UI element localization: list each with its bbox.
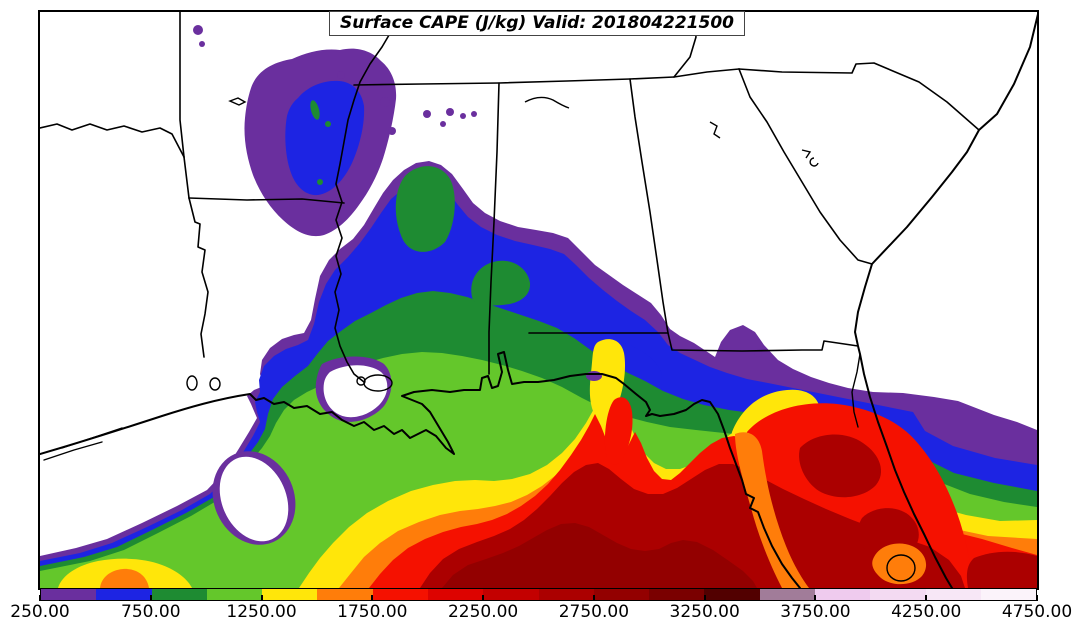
- cape-contour-field: [40, 12, 1037, 588]
- border-tennessee-south: [353, 76, 675, 86]
- state-borders: [40, 12, 980, 383]
- lake-southcarolina-2: [809, 157, 819, 167]
- border-red-river: [40, 123, 185, 158]
- colorbar-segment-4500: [980, 589, 1037, 600]
- contour-band-1500-florida-west-fringe: [735, 432, 809, 588]
- contour-band-500-arkansas-core: [285, 80, 365, 196]
- colorbar-segment-250: [41, 589, 97, 600]
- contour-band-2500-corner: [966, 551, 1037, 588]
- green-fleck: [325, 121, 331, 127]
- border-mississippi-alabama: [488, 82, 500, 375]
- colorbar-segment-3000: [649, 589, 705, 600]
- contour-band-1750-panamacity-streak: [604, 397, 633, 465]
- green-fleck: [317, 179, 323, 185]
- colorbar-tick-label: 250.00: [10, 602, 70, 622]
- lake-caddo: [228, 97, 247, 106]
- purple-speck: [460, 113, 466, 119]
- contour-band-250-destin-speck: [586, 371, 602, 381]
- purple-speck: [423, 110, 431, 118]
- white-hole-texas-offshore: [219, 456, 289, 542]
- lakes: [186, 96, 916, 582]
- map-axes-frame: [38, 10, 1039, 590]
- lake-southcarolina-1: [801, 149, 812, 159]
- purple-speck: [471, 111, 477, 117]
- colorbar-segment-4250: [925, 589, 981, 600]
- border-georgia-northcarolina: [673, 68, 740, 78]
- colorbar-tick-label: 750.00: [121, 602, 181, 622]
- border-mississippi-river: [334, 12, 401, 383]
- purple-speck: [446, 108, 454, 116]
- colorbar-tick-label: 1250.00: [226, 602, 297, 622]
- colorbar-segment-1000: [206, 589, 263, 600]
- coast-gulf: [40, 351, 801, 588]
- river-tennessee-alabama: [524, 96, 570, 109]
- page-title: Surface CAPE (J/kg) Valid: 201804221500: [328, 11, 746, 36]
- colorbar-segment-3500: [759, 589, 815, 600]
- colorbar-segment-750: [151, 589, 207, 600]
- lake-georgia: [709, 121, 721, 139]
- border-savannah-river: [738, 68, 873, 265]
- white-hole-louisiana: [323, 365, 388, 418]
- green-fleck: [310, 100, 320, 120]
- colorbar-tick-label: 3750.00: [780, 602, 851, 622]
- colorbar-segment-3750: [814, 589, 871, 600]
- colorbar-segment-2000: [427, 589, 484, 600]
- border-texas-arkansas: [183, 156, 190, 199]
- border-alabama-georgia: [629, 78, 669, 334]
- colorbar-segment-1750: [372, 589, 428, 600]
- border-texas-louisiana: [188, 197, 209, 358]
- coastlines: [40, 13, 1037, 588]
- purple-speck: [193, 25, 203, 35]
- coast-atlantic: [854, 13, 1037, 588]
- colorbar-labels: 250.00 750.00 1250.00 1750.00 2250.00 2750.00…: [10, 602, 1072, 624]
- colorbar-segment-500: [96, 589, 152, 600]
- river-st-johns: [851, 353, 861, 428]
- colorbar-segment-3250: [704, 589, 760, 600]
- colorbar-segment-2500: [538, 589, 594, 600]
- purple-speck: [440, 121, 446, 127]
- colorbar-tick-label: 4750.00: [1001, 602, 1073, 622]
- colorbar-segment-2250: [483, 589, 539, 600]
- border-florida-north: [528, 332, 859, 352]
- contour-band-1500-southwest: [100, 568, 149, 588]
- lake-calcasieu: [209, 377, 221, 391]
- colorbar-segment-4000: [870, 589, 926, 600]
- colorbar-tick-label: 2750.00: [558, 602, 630, 622]
- coast-texas-barrier-islands: [43, 427, 123, 461]
- colorbar-segment-2750: [593, 589, 650, 600]
- colorbar-segment-1500: [317, 589, 373, 600]
- colorbar-segment-1250: [262, 589, 318, 600]
- lake-okeechobee: [886, 554, 916, 582]
- lake-maurepas: [356, 376, 366, 386]
- colorbar-tick-label: 1750.00: [337, 602, 408, 622]
- colorbar-tick-label: 4250.00: [891, 602, 962, 622]
- contour-band-750-mississippi-blob: [395, 166, 455, 252]
- purple-speck: [337, 71, 345, 79]
- purple-speck: [380, 97, 390, 107]
- border-arkansas-louisiana: [188, 197, 345, 204]
- colorbar-tick-label: 3250.00: [669, 602, 740, 622]
- colorbar-tick-label: 2250.00: [447, 602, 519, 622]
- purple-speck: [388, 127, 396, 135]
- purple-speck: [199, 41, 205, 47]
- contour-band-2750-gulf-maximum: [442, 523, 757, 588]
- colorbar: [40, 588, 1037, 601]
- contour-band-750-blob2: [471, 260, 531, 306]
- contour-band-2500-florida-patch1: [799, 434, 882, 498]
- border-northcarolina-southcarolina: [738, 62, 980, 131]
- border-oklahoma-arkansas: [179, 12, 185, 158]
- lake-sabine: [186, 375, 198, 391]
